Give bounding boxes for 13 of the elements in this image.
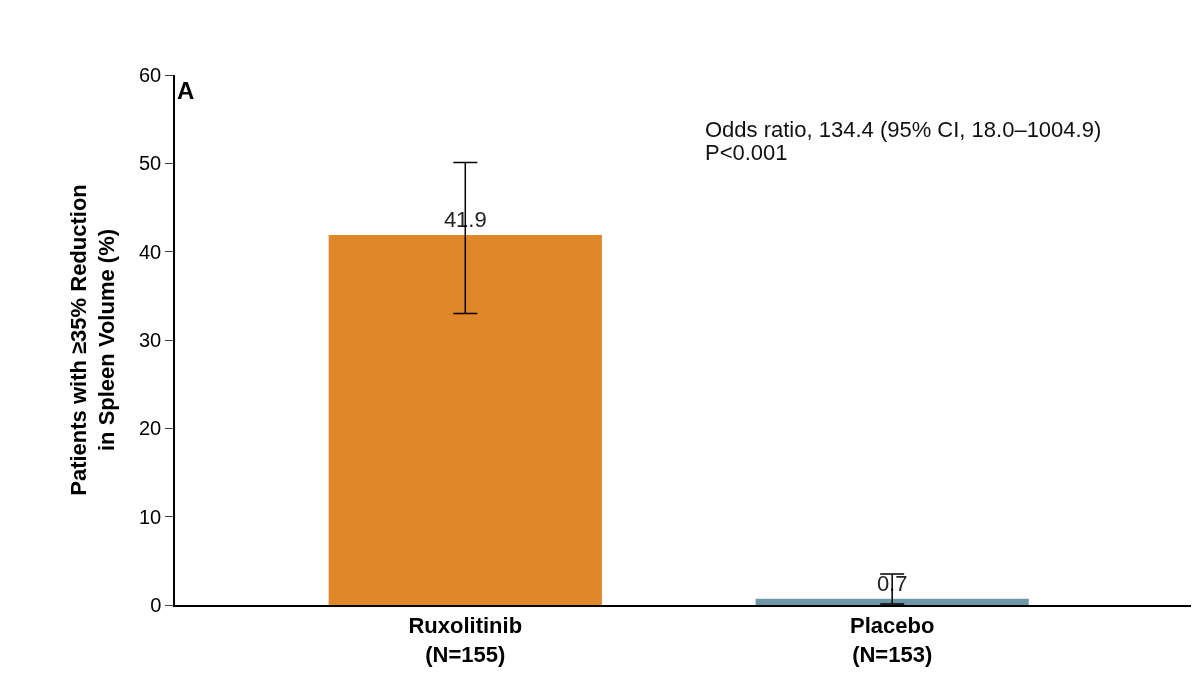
y-tick-label: 10 bbox=[139, 505, 162, 528]
y-tick-label: 30 bbox=[139, 329, 162, 351]
y-tick-label: 0 bbox=[150, 594, 162, 616]
x-tick-label: Ruxolitinib (N=155) bbox=[408, 613, 523, 667]
y-tick-label: 20 bbox=[139, 417, 162, 440]
y-axis-title: Patients with ≥35% Reduction in Spleen Volume (%) bbox=[65, 184, 120, 496]
annotation: A bbox=[177, 77, 195, 104]
annotation: P<0.001 bbox=[705, 140, 788, 165]
y-tick-label: 50 bbox=[139, 152, 162, 175]
x-tick-label: Placebo (N=153) bbox=[849, 613, 935, 667]
annotation: Odds ratio, 134.4 (95% CI, 18.0–1004.9) bbox=[705, 117, 1102, 142]
y-tick-label: 40 bbox=[139, 240, 162, 263]
y-tick-label: 60 bbox=[139, 64, 162, 86]
